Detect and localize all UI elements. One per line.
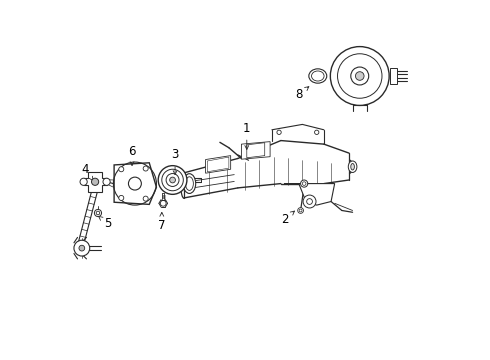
Circle shape xyxy=(351,67,368,85)
Polygon shape xyxy=(114,163,156,204)
Text: 1: 1 xyxy=(243,122,250,149)
Circle shape xyxy=(355,72,364,80)
Circle shape xyxy=(143,166,148,171)
Circle shape xyxy=(95,210,101,217)
Circle shape xyxy=(158,166,187,194)
Circle shape xyxy=(74,240,90,256)
Polygon shape xyxy=(285,184,335,205)
Circle shape xyxy=(103,178,110,185)
Polygon shape xyxy=(390,68,397,84)
Text: 7: 7 xyxy=(158,212,166,233)
Circle shape xyxy=(303,195,316,208)
Ellipse shape xyxy=(183,174,196,193)
Circle shape xyxy=(143,196,148,201)
Text: 3: 3 xyxy=(172,148,179,175)
Circle shape xyxy=(119,167,124,172)
Circle shape xyxy=(128,177,141,190)
Circle shape xyxy=(92,178,98,185)
Polygon shape xyxy=(84,172,107,192)
Ellipse shape xyxy=(309,69,327,83)
Ellipse shape xyxy=(351,163,354,170)
Circle shape xyxy=(298,208,303,213)
Circle shape xyxy=(119,195,124,201)
Ellipse shape xyxy=(348,161,357,172)
Text: 2: 2 xyxy=(281,211,294,226)
Circle shape xyxy=(170,177,175,183)
Circle shape xyxy=(300,180,308,187)
Polygon shape xyxy=(205,156,231,173)
Polygon shape xyxy=(242,141,270,159)
Text: 4: 4 xyxy=(82,163,93,181)
Circle shape xyxy=(330,46,389,105)
Text: 5: 5 xyxy=(98,216,112,230)
Text: 6: 6 xyxy=(128,145,136,166)
Text: 8: 8 xyxy=(295,87,309,101)
Circle shape xyxy=(80,178,87,185)
Circle shape xyxy=(79,245,85,251)
